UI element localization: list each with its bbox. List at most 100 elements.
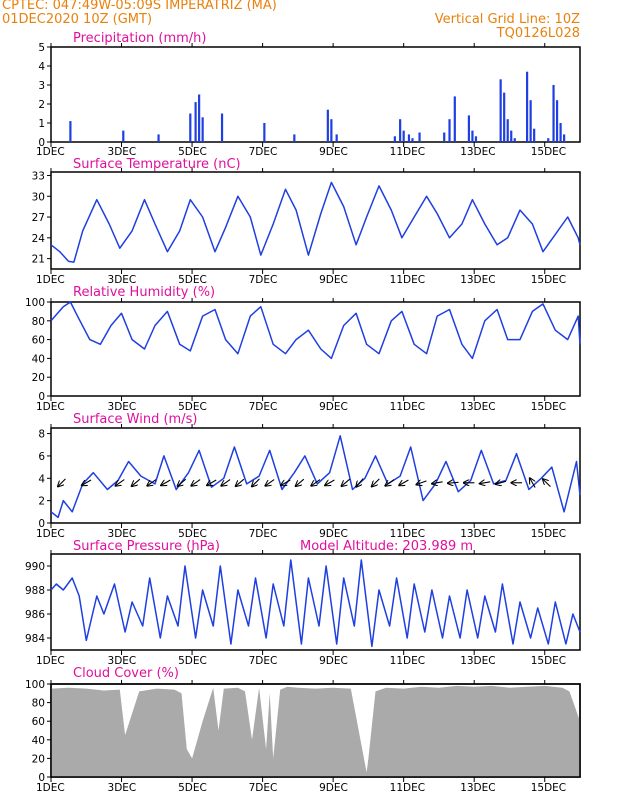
x-tick-label: 3DEC: [108, 401, 137, 413]
y-tick-label: 40: [32, 353, 45, 365]
wind-vector: [115, 479, 125, 486]
wind-vector: [399, 479, 409, 486]
y-tick-label: 2: [38, 99, 45, 111]
panel-3: [47, 424, 581, 528]
y-tick-label: 80: [32, 698, 45, 710]
x-tick-label: 13DEC: [460, 782, 495, 794]
x-tick-label: 1DEC: [36, 274, 65, 286]
panel-title: Cloud Cover (%): [73, 666, 179, 681]
x-tick-label: 7DEC: [249, 528, 278, 540]
precip-bar: [198, 94, 201, 142]
wind-vector: [177, 478, 187, 486]
panel-frame: [50, 301, 581, 397]
x-tick-label: 5DEC: [178, 401, 207, 413]
precip-bar: [263, 123, 266, 142]
y-tick-label: 100: [25, 297, 45, 309]
y-tick-label: 990: [25, 561, 45, 573]
precip-bar: [555, 100, 559, 142]
header-station: CPTEC: 047:49W-05:09S IMPERATRIZ (MA): [2, 0, 277, 13]
x-tick-label: 7DEC: [249, 146, 278, 158]
precip-bar: [443, 132, 446, 142]
x-tick-label: 11DEC: [390, 782, 425, 794]
y-tick-label: 4: [38, 473, 45, 485]
y-tick-label: 988: [25, 585, 45, 597]
y-tick-label: 2: [38, 496, 45, 508]
panel-frame: [50, 427, 581, 524]
header-model-id: TQ0126L028: [496, 26, 580, 41]
x-tick-label: 15DEC: [531, 655, 566, 667]
panel-subtitle: Model Altitude: 203.989 m: [300, 539, 473, 554]
precip-bar: [506, 119, 509, 142]
wind-vector: [207, 479, 217, 486]
wind-vector: [479, 482, 491, 484]
wind-vector: [385, 479, 395, 486]
x-tick-label: 7DEC: [249, 655, 278, 667]
x-tick-label: 1DEC: [36, 146, 65, 158]
panel-2: [47, 298, 581, 401]
wind-vector: [432, 482, 443, 484]
precip-bar: [393, 136, 396, 142]
x-tick-label: 3DEC: [108, 274, 137, 286]
panel-frame: [50, 171, 581, 270]
y-tick-label: 3: [38, 80, 45, 92]
x-tick-label: 15DEC: [531, 401, 566, 413]
precip-bar: [453, 96, 456, 142]
x-tick-label: 13DEC: [460, 274, 495, 286]
cloud-area: [51, 685, 580, 777]
x-tick-label: 7DEC: [249, 401, 278, 413]
precip-bar: [194, 102, 197, 142]
panel-4: [47, 550, 581, 655]
precip-bar: [474, 136, 478, 142]
y-tick-label: 40: [32, 735, 45, 747]
x-tick-label: 11DEC: [390, 401, 425, 413]
header-grid-note: Vertical Grid Line: 10Z: [434, 12, 580, 27]
precip-bar: [499, 79, 502, 142]
precip-bar: [559, 123, 562, 142]
wind-vector: [341, 478, 351, 486]
x-tick-label: 1DEC: [36, 782, 65, 794]
precip-bar: [467, 115, 471, 142]
header-datetime: 01DEC2020 10Z (GMT): [2, 12, 153, 27]
precip-bar: [552, 85, 555, 142]
wind-vector: [265, 479, 275, 486]
precip-bar: [399, 119, 402, 142]
panel-title: Surface Pressure (hPa): [73, 539, 220, 554]
precip-bar: [547, 138, 550, 142]
x-tick-label: 9DEC: [319, 782, 348, 794]
wind-vector: [147, 479, 157, 486]
wind-vector: [191, 479, 201, 486]
wind-vector: [448, 482, 459, 483]
wind-vector: [235, 478, 245, 486]
x-tick-label: 3DEC: [108, 528, 137, 540]
precip-bar: [418, 132, 421, 142]
wind-vector: [295, 478, 305, 486]
x-tick-label: 5DEC: [178, 782, 207, 794]
x-tick-label: 1DEC: [36, 401, 65, 413]
wind-vector: [356, 478, 364, 487]
precip-bar: [189, 113, 192, 142]
x-tick-label: 15DEC: [531, 274, 566, 286]
y-tick-label: 60: [32, 716, 45, 728]
y-tick-label: 0: [38, 518, 45, 530]
y-tick-label: 0: [38, 391, 45, 403]
y-tick-label: 24: [32, 233, 46, 245]
wind-vector: [543, 479, 551, 488]
series-line: [50, 435, 581, 519]
y-tick-label: 27: [32, 212, 45, 224]
panel-title: Surface Temperature (nC): [73, 157, 241, 172]
panel-1: [47, 168, 581, 274]
panel-frame-top: [50, 683, 581, 778]
precip-bar: [448, 119, 451, 142]
y-tick-label: 20: [32, 753, 45, 765]
wind-vector: [325, 479, 335, 486]
panel-title: Surface Wind (m/s): [73, 412, 197, 427]
x-tick-label: 9DEC: [319, 655, 348, 667]
precip-bar: [69, 121, 72, 142]
precip-bar: [293, 134, 296, 142]
x-tick-label: 9DEC: [319, 274, 348, 286]
x-tick-label: 5DEC: [178, 655, 207, 667]
panel-5: [47, 680, 581, 782]
y-tick-label: 80: [32, 316, 45, 328]
series-line: [50, 559, 581, 648]
y-tick-label: 33: [32, 170, 45, 182]
